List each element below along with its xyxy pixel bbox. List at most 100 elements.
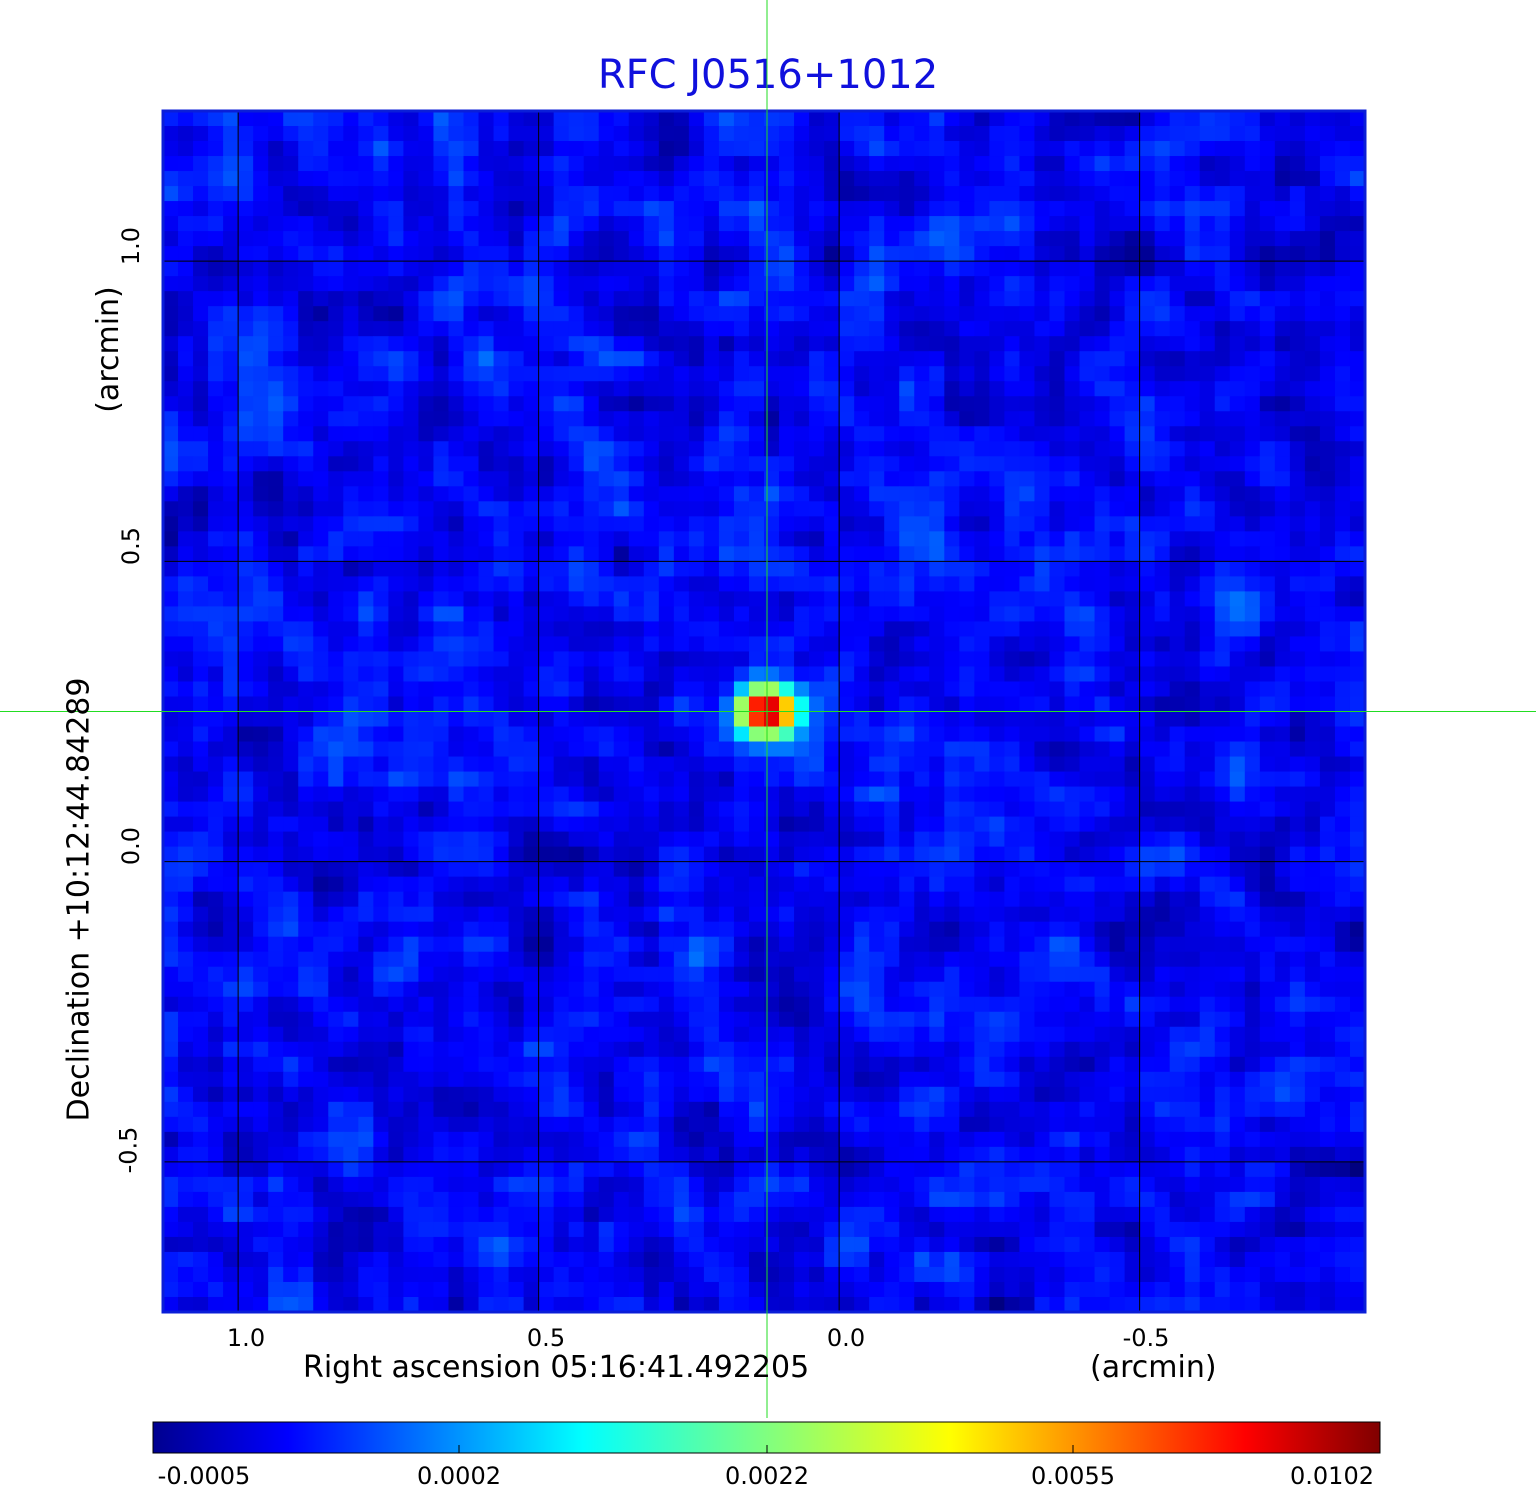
image-pixel xyxy=(779,231,795,247)
image-pixel xyxy=(718,396,735,412)
image-pixel xyxy=(448,936,465,953)
image-pixel xyxy=(223,261,239,277)
image-pixel xyxy=(764,951,780,968)
image-pixel xyxy=(1064,501,1081,517)
image-pixel xyxy=(1169,486,1186,502)
image-pixel xyxy=(1289,861,1306,878)
image-pixel xyxy=(1244,1026,1261,1043)
image-pixel xyxy=(914,561,930,577)
image-pixel xyxy=(718,861,735,878)
image-pixel xyxy=(223,921,239,938)
image-pixel xyxy=(1004,561,1021,577)
image-pixel xyxy=(508,921,525,938)
image-pixel xyxy=(703,906,720,923)
image-pixel xyxy=(343,666,359,683)
image-pixel xyxy=(178,651,194,668)
image-pixel xyxy=(1319,456,1336,472)
image-pixel xyxy=(328,156,344,172)
image-pixel xyxy=(268,366,284,382)
image-pixel xyxy=(1229,636,1246,653)
image-pixel xyxy=(1259,156,1276,172)
image-pixel xyxy=(794,651,810,668)
image-pixel xyxy=(583,471,600,487)
image-pixel xyxy=(764,636,780,653)
image-pixel xyxy=(583,531,600,547)
image-pixel xyxy=(463,771,480,788)
image-pixel xyxy=(343,756,359,773)
image-pixel xyxy=(1349,741,1366,758)
image-pixel xyxy=(388,906,405,923)
image-pixel xyxy=(688,246,705,262)
chart-title: RFC J0516+1012 xyxy=(597,52,939,98)
image-pixel xyxy=(1034,306,1051,322)
image-pixel xyxy=(1019,201,1036,217)
image-pixel xyxy=(598,111,615,127)
image-pixel xyxy=(433,951,450,968)
image-pixel xyxy=(268,186,284,202)
image-pixel xyxy=(1214,996,1231,1013)
image-pixel xyxy=(1079,741,1096,758)
image-pixel xyxy=(1244,651,1261,668)
image-pixel xyxy=(1274,231,1291,247)
image-pixel xyxy=(718,486,735,502)
image-pixel xyxy=(448,276,465,292)
image-pixel xyxy=(178,231,194,247)
image-pixel xyxy=(583,651,600,668)
image-pixel xyxy=(448,1011,465,1028)
image-pixel xyxy=(1304,696,1321,713)
image-pixel xyxy=(764,456,780,472)
image-pixel xyxy=(523,411,540,427)
image-pixel xyxy=(268,936,284,953)
image-pixel xyxy=(643,801,660,818)
image-pixel xyxy=(238,756,254,773)
image-pixel xyxy=(1319,396,1336,412)
image-pixel xyxy=(688,621,705,638)
image-pixel xyxy=(643,1026,660,1043)
image-pixel xyxy=(1109,981,1126,998)
image-pixel xyxy=(448,666,465,683)
image-pixel xyxy=(899,441,915,457)
image-pixel xyxy=(1199,276,1216,292)
image-pixel xyxy=(178,981,194,998)
image-pixel xyxy=(1109,591,1126,608)
image-pixel xyxy=(193,351,209,367)
image-pixel xyxy=(523,771,540,788)
image-pixel xyxy=(1049,576,1066,592)
image-pixel xyxy=(794,456,810,472)
image-pixel xyxy=(403,261,420,277)
image-pixel xyxy=(328,411,344,427)
image-pixel xyxy=(268,981,284,998)
image-pixel xyxy=(914,1011,930,1028)
image-pixel xyxy=(1154,486,1171,502)
image-pixel xyxy=(418,396,435,412)
image-pixel xyxy=(313,966,329,983)
image-pixel xyxy=(974,396,990,412)
image-pixel xyxy=(208,831,224,848)
image-pixel xyxy=(628,891,645,908)
image-pixel xyxy=(178,1011,194,1028)
image-pixel xyxy=(824,186,840,202)
image-pixel xyxy=(1139,531,1156,547)
image-pixel xyxy=(899,231,915,247)
image-pixel xyxy=(463,336,480,352)
image-pixel xyxy=(703,831,720,848)
image-pixel xyxy=(238,111,254,127)
image-pixel xyxy=(643,471,660,487)
image-pixel xyxy=(658,381,675,397)
image-pixel xyxy=(794,756,810,773)
image-pixel xyxy=(1349,216,1366,232)
image-pixel xyxy=(764,1011,780,1028)
image-pixel xyxy=(688,546,705,562)
image-pixel xyxy=(268,876,284,893)
image-pixel xyxy=(1304,621,1321,638)
image-pixel xyxy=(328,891,344,908)
image-pixel xyxy=(703,456,720,472)
image-pixel xyxy=(929,396,945,412)
image-pixel xyxy=(1349,786,1366,803)
image-pixel xyxy=(929,246,945,262)
image-pixel xyxy=(1199,111,1216,127)
image-pixel xyxy=(1049,171,1066,187)
image-pixel xyxy=(223,801,239,818)
image-pixel xyxy=(313,651,329,668)
image-pixel xyxy=(839,576,855,592)
